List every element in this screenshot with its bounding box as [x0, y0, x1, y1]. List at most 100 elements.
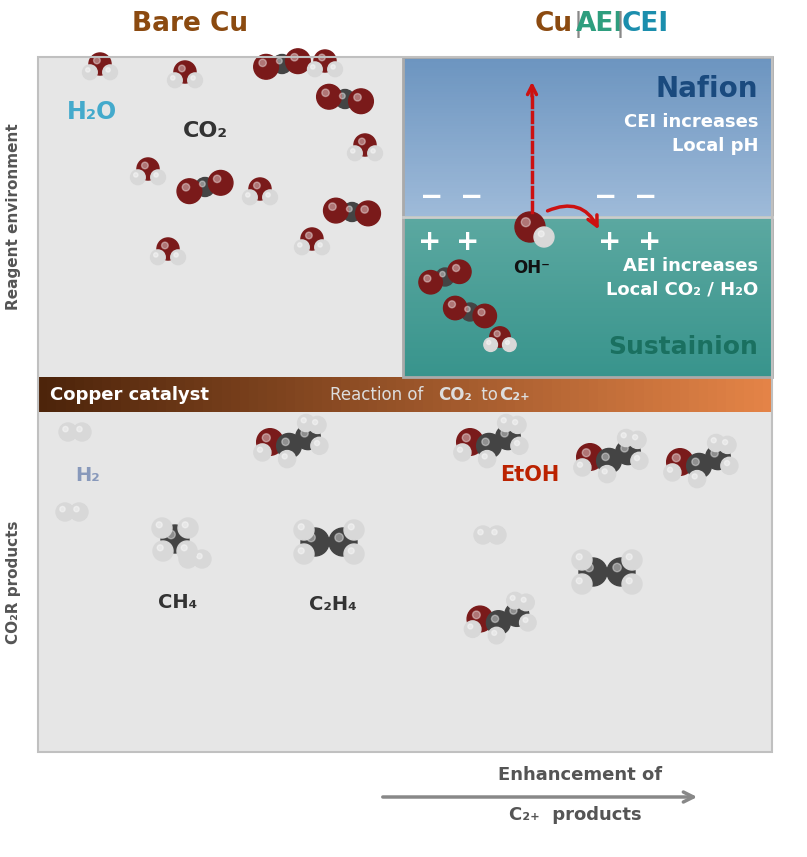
Bar — [662, 377, 672, 412]
Bar — [403, 243, 772, 246]
Bar — [111, 377, 122, 412]
Circle shape — [153, 541, 173, 561]
Bar — [403, 341, 772, 345]
Bar — [403, 141, 772, 145]
Circle shape — [419, 271, 442, 294]
Circle shape — [319, 54, 325, 61]
Circle shape — [487, 611, 510, 635]
Bar — [403, 363, 772, 366]
Bar — [403, 125, 772, 129]
Bar — [304, 377, 314, 412]
Circle shape — [262, 434, 270, 441]
Text: AEI increases
Local CO₂ / H₂O: AEI increases Local CO₂ / H₂O — [606, 257, 758, 298]
Circle shape — [454, 444, 471, 461]
Circle shape — [77, 427, 82, 432]
Bar — [403, 117, 772, 121]
Circle shape — [467, 606, 493, 632]
Circle shape — [307, 62, 322, 76]
Circle shape — [424, 275, 431, 282]
Circle shape — [102, 65, 118, 80]
Circle shape — [664, 464, 681, 481]
Circle shape — [190, 75, 195, 81]
Bar — [403, 256, 772, 260]
Circle shape — [667, 449, 693, 476]
Bar — [378, 377, 387, 412]
Bar — [403, 91, 772, 94]
Bar — [403, 293, 772, 297]
Circle shape — [514, 440, 520, 446]
Bar — [403, 115, 772, 118]
Bar — [403, 219, 772, 222]
Circle shape — [725, 460, 730, 465]
Circle shape — [501, 429, 508, 437]
Bar — [403, 130, 772, 135]
Bar — [403, 57, 772, 377]
Bar — [403, 326, 772, 329]
Bar — [403, 357, 772, 361]
Bar — [403, 165, 772, 169]
Bar — [653, 377, 663, 412]
Bar — [403, 245, 772, 249]
Bar — [643, 377, 654, 412]
Bar — [38, 412, 772, 752]
Bar — [403, 62, 772, 65]
Text: EtOH: EtOH — [500, 465, 559, 485]
Bar — [403, 152, 772, 156]
Bar — [368, 377, 378, 412]
Bar — [403, 213, 772, 217]
Circle shape — [602, 469, 608, 474]
Bar — [403, 230, 772, 233]
Circle shape — [171, 250, 186, 265]
Bar — [763, 377, 773, 412]
Circle shape — [521, 597, 526, 602]
Bar — [403, 304, 772, 308]
Bar — [403, 158, 772, 161]
Bar — [75, 377, 85, 412]
Bar — [403, 291, 772, 294]
Circle shape — [174, 253, 178, 257]
Circle shape — [182, 183, 190, 191]
Circle shape — [436, 268, 454, 286]
Circle shape — [505, 602, 529, 626]
Circle shape — [245, 193, 250, 197]
Bar — [120, 377, 131, 412]
Text: +: + — [456, 228, 479, 256]
Circle shape — [298, 415, 315, 432]
Bar — [403, 216, 772, 219]
Circle shape — [179, 550, 197, 568]
Bar — [403, 110, 772, 113]
Circle shape — [607, 558, 635, 586]
Circle shape — [633, 434, 638, 440]
Circle shape — [197, 554, 203, 559]
Circle shape — [344, 544, 364, 564]
Bar — [403, 208, 772, 212]
Bar — [680, 377, 691, 412]
Circle shape — [515, 212, 545, 242]
Bar — [258, 377, 269, 412]
Bar — [588, 377, 599, 412]
Circle shape — [309, 417, 326, 434]
Circle shape — [350, 149, 355, 153]
Circle shape — [464, 620, 481, 638]
Bar — [403, 350, 772, 353]
Circle shape — [501, 417, 506, 423]
Bar — [403, 278, 772, 281]
Circle shape — [291, 53, 298, 61]
Text: CO₂R products: CO₂R products — [6, 520, 22, 644]
Circle shape — [596, 448, 621, 473]
Circle shape — [243, 190, 257, 205]
Circle shape — [498, 415, 515, 432]
Bar — [403, 344, 772, 348]
Circle shape — [131, 170, 145, 184]
Bar — [403, 352, 772, 356]
Bar — [84, 377, 94, 412]
Circle shape — [348, 524, 354, 530]
Circle shape — [161, 525, 189, 553]
Circle shape — [324, 198, 349, 223]
Bar — [571, 377, 580, 412]
Bar — [403, 267, 772, 270]
Circle shape — [465, 307, 470, 312]
Circle shape — [440, 272, 445, 277]
Bar — [403, 232, 772, 236]
Bar — [403, 211, 772, 214]
